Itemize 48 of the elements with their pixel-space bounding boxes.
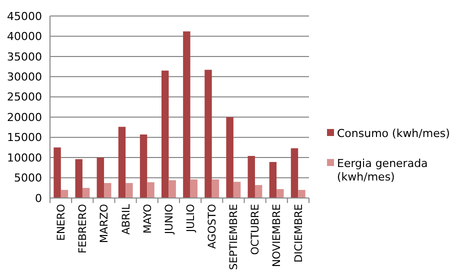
y-tick-label: 40000: [7, 30, 42, 44]
y-tick-label: 35000: [7, 50, 42, 64]
bar: [183, 31, 190, 198]
bar: [204, 70, 212, 198]
x-tick-label: ENERO: [56, 204, 68, 241]
x-tick-label: ABRIL: [120, 204, 132, 235]
bar: [233, 182, 241, 198]
bar: [75, 159, 82, 198]
bar: [248, 156, 255, 198]
x-tick-label: OCTUBRE: [250, 204, 262, 255]
x-tick-label: JUNIO: [163, 204, 176, 235]
bar: [212, 179, 220, 198]
x-tick-label: MARZO: [98, 204, 111, 243]
bar: [276, 189, 284, 198]
legend-label: Consumo (kwh/mes): [337, 126, 450, 140]
bar: [190, 179, 198, 198]
bar: [254, 185, 262, 198]
bar: [118, 126, 126, 198]
bar: [126, 183, 133, 198]
y-tick-label: 30000: [7, 70, 42, 84]
y-tick-label: 25000: [7, 90, 42, 104]
x-tick-label: NOVIEMBRE: [271, 204, 284, 268]
bar: [290, 148, 298, 198]
bar: [60, 190, 68, 198]
bar: [269, 162, 277, 198]
y-tick-label: 20000: [7, 110, 42, 124]
bar: [96, 158, 104, 198]
bar: [226, 117, 234, 198]
bar: [161, 70, 169, 198]
y-tick-label: 5000: [14, 172, 42, 185]
bar: [82, 188, 90, 198]
bar: [104, 183, 112, 198]
x-tick-label: DICIEMBRE: [292, 204, 305, 262]
x-tick-label: SEPTIEMBRE: [228, 204, 240, 270]
legend-label: Eergia generada (kwh/mes): [337, 156, 428, 184]
x-tick-label: AGOSTO: [206, 204, 219, 249]
y-tick-label: 10000: [7, 151, 42, 164]
x-tick-label: JULIO: [184, 204, 197, 233]
y-tick-label: 15000: [7, 131, 42, 144]
y-tick-label: 45000: [7, 10, 42, 23]
bar: [140, 134, 148, 198]
bar: [168, 180, 176, 198]
x-tick-label: FEBRERO: [77, 204, 90, 254]
x-tick-label: MAYO: [142, 204, 154, 234]
bar: [298, 190, 306, 198]
bar: [54, 147, 61, 198]
y-tick-label: 0: [35, 192, 42, 205]
bar: [147, 182, 154, 198]
